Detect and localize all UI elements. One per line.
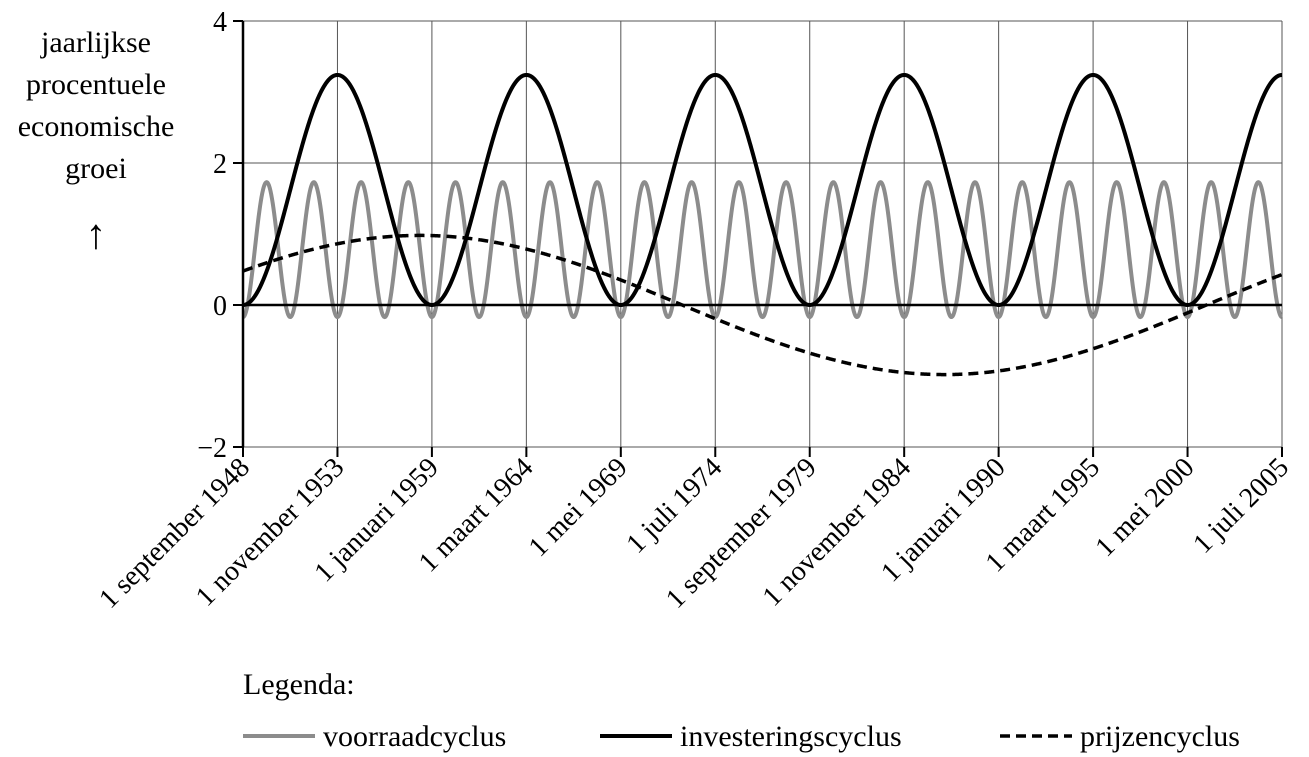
y-axis-label-line: groei	[65, 152, 127, 185]
series-layer	[241, 72, 1284, 377]
y-tick-label: 2	[213, 149, 227, 180]
legend-label-prijzencyclus: prijzencyclus	[1080, 720, 1240, 753]
axes	[233, 20, 1283, 457]
up-arrow-icon: ↑	[86, 212, 107, 258]
grid	[243, 20, 1283, 448]
series-line-investeringscyclus	[241, 72, 1284, 307]
legend: Legenda: voorraadcyclus investeringscyclu…	[243, 668, 1240, 753]
series-line-prijzencyclus	[241, 233, 1284, 377]
legend-label-voorraadcyclus: voorraadcyclus	[323, 720, 506, 753]
x-tick-label: 1 mei 1969	[523, 452, 634, 563]
x-tick-label: 1 mei 2000	[1089, 452, 1200, 563]
y-tick-label: 0	[213, 291, 227, 322]
series-line-voorraadcyclus	[241, 180, 1284, 320]
y-axis-label-line: jaarlijkse	[40, 26, 151, 59]
legend-title: Legenda:	[243, 668, 355, 701]
x-tick-label: 1 juli 2005	[1187, 452, 1295, 560]
y-axis-label-line: economische	[18, 110, 175, 143]
y-axis-label-line: procentuele	[26, 68, 166, 101]
y-tick-labels: −2 0 2 4	[197, 7, 227, 464]
y-tick-label: −2	[197, 433, 227, 464]
y-tick-label: 4	[213, 7, 227, 38]
y-axis-label: jaarlijkse procentuele economische groei ↑	[18, 26, 175, 258]
legend-label-investeringscyclus: investeringscyclus	[680, 720, 902, 753]
